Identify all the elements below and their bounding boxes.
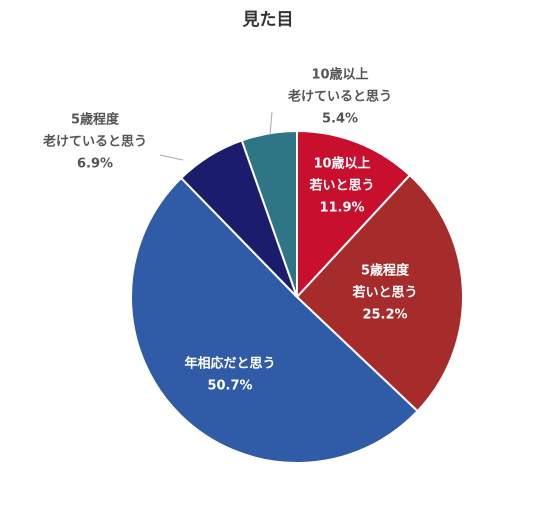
slice-label: 10歳以上: [311, 67, 368, 83]
leader-line: [269, 111, 273, 136]
pie-slice: [296, 129, 412, 300]
slice-label: 年相応だと思う: [184, 356, 275, 372]
slice-label: 5歳程度: [361, 263, 410, 279]
pie-slice: [240, 129, 298, 298]
leader-line: [159, 154, 184, 161]
slice-label: 若いと思う: [351, 285, 417, 301]
chart-title: 見た目: [242, 10, 294, 30]
slice-label: 5歳程度: [71, 112, 120, 128]
value-label: 50.7%: [207, 379, 252, 394]
value-label: 11.9%: [319, 201, 364, 216]
slice-label: 10歳以上: [313, 156, 370, 172]
slice-label: 老けていると思う: [287, 89, 392, 105]
value-label: 25.2%: [362, 308, 407, 323]
pie-slice: [295, 173, 464, 413]
pie-slice: [130, 176, 419, 464]
slice-label: 老けていると思う: [42, 134, 147, 150]
slice-label: 若いと思う: [308, 178, 374, 194]
value-label: 6.9%: [77, 157, 113, 172]
value-label: 5.4%: [322, 112, 358, 127]
